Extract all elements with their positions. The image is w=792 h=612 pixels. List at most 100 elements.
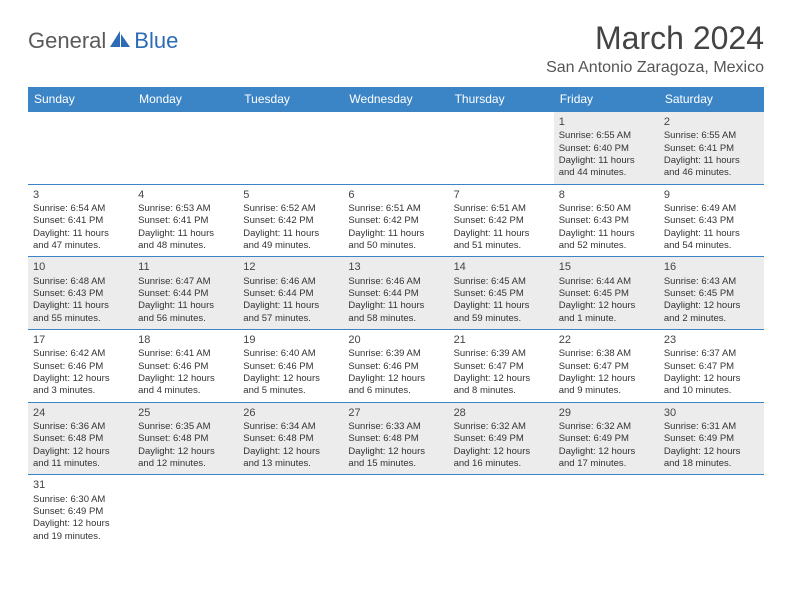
day-number: 4 [138, 188, 233, 202]
detail-line: Daylight: 11 hours [454, 300, 549, 312]
week-row: 31 Sunrise: 6:30 AMSunset: 6:49 PMDayligh… [28, 475, 764, 547]
day-details: Sunrise: 6:40 AMSunset: 6:46 PMDaylight:… [243, 348, 338, 397]
detail-line: Daylight: 12 hours [138, 446, 233, 458]
detail-line: and 16 minutes. [454, 458, 549, 470]
detail-line: Sunset: 6:47 PM [664, 361, 759, 373]
calendar-table: SundayMondayTuesdayWednesdayThursdayFrid… [28, 87, 764, 547]
detail-line: Sunrise: 6:47 AM [138, 276, 233, 288]
day-cell: 7Sunrise: 6:51 AMSunset: 6:42 PMDaylight… [449, 184, 554, 257]
weekday-header: Sunday [28, 87, 133, 112]
day-details: Sunrise: 6:51 AMSunset: 6:42 PMDaylight:… [454, 203, 549, 252]
day-cell [133, 112, 238, 185]
detail-line: Daylight: 12 hours [559, 373, 654, 385]
day-number: 28 [454, 406, 549, 420]
day-details: Sunrise: 6:31 AMSunset: 6:49 PMDaylight:… [664, 421, 759, 470]
day-cell: 11Sunrise: 6:47 AMSunset: 6:44 PMDayligh… [133, 257, 238, 330]
detail-line: Daylight: 11 hours [33, 228, 128, 240]
day-cell: 25Sunrise: 6:35 AMSunset: 6:48 PMDayligh… [133, 402, 238, 475]
detail-line: Daylight: 11 hours [243, 228, 338, 240]
detail-line: Sunrise: 6:54 AM [33, 203, 128, 215]
day-details: Sunrise: 6:30 AMSunset: 6:49 PMDaylight:… [33, 494, 128, 543]
detail-line: and 52 minutes. [559, 240, 654, 252]
detail-line: Sunset: 6:47 PM [454, 361, 549, 373]
day-cell: 21Sunrise: 6:39 AMSunset: 6:47 PMDayligh… [449, 330, 554, 403]
detail-line: Daylight: 11 hours [664, 155, 759, 167]
day-number: 29 [559, 406, 654, 420]
day-number: 13 [348, 260, 443, 274]
detail-line: Sunset: 6:48 PM [33, 433, 128, 445]
brand-logo: General Blue [28, 28, 178, 54]
day-number: 31 [33, 478, 128, 492]
detail-line: Sunset: 6:46 PM [243, 361, 338, 373]
day-details: Sunrise: 6:53 AMSunset: 6:41 PMDaylight:… [138, 203, 233, 252]
sail-icon [108, 29, 132, 54]
detail-line: Sunset: 6:49 PM [664, 433, 759, 445]
detail-line: Sunset: 6:48 PM [138, 433, 233, 445]
detail-line: Sunset: 6:42 PM [243, 215, 338, 227]
detail-line: and 49 minutes. [243, 240, 338, 252]
detail-line: Sunset: 6:48 PM [243, 433, 338, 445]
day-number: 3 [33, 188, 128, 202]
day-details: Sunrise: 6:55 AMSunset: 6:41 PMDaylight:… [664, 130, 759, 179]
detail-line: and 55 minutes. [33, 313, 128, 325]
detail-line: Daylight: 12 hours [454, 446, 549, 458]
detail-line: Sunrise: 6:32 AM [559, 421, 654, 433]
detail-line: Daylight: 12 hours [33, 518, 128, 530]
detail-line: Daylight: 12 hours [559, 300, 654, 312]
detail-line: Sunrise: 6:37 AM [664, 348, 759, 360]
detail-line: Sunrise: 6:39 AM [454, 348, 549, 360]
detail-line: Sunset: 6:41 PM [33, 215, 128, 227]
day-cell: 28Sunrise: 6:32 AMSunset: 6:49 PMDayligh… [449, 402, 554, 475]
detail-line: Sunrise: 6:41 AM [138, 348, 233, 360]
detail-line: and 56 minutes. [138, 313, 233, 325]
detail-line: and 5 minutes. [243, 385, 338, 397]
day-cell [449, 112, 554, 185]
detail-line: Sunset: 6:42 PM [348, 215, 443, 227]
detail-line: and 2 minutes. [664, 313, 759, 325]
day-details: Sunrise: 6:49 AMSunset: 6:43 PMDaylight:… [664, 203, 759, 252]
weekday-header: Wednesday [343, 87, 448, 112]
day-details: Sunrise: 6:47 AMSunset: 6:44 PMDaylight:… [138, 276, 233, 325]
brand-text-1: General [28, 28, 106, 54]
detail-line: Sunset: 6:46 PM [138, 361, 233, 373]
detail-line: Sunset: 6:48 PM [348, 433, 443, 445]
day-cell: 26Sunrise: 6:34 AMSunset: 6:48 PMDayligh… [238, 402, 343, 475]
detail-line: Sunrise: 6:44 AM [559, 276, 654, 288]
day-details: Sunrise: 6:50 AMSunset: 6:43 PMDaylight:… [559, 203, 654, 252]
day-cell: 17Sunrise: 6:42 AMSunset: 6:46 PMDayligh… [28, 330, 133, 403]
day-number: 5 [243, 188, 338, 202]
day-cell: 3Sunrise: 6:54 AMSunset: 6:41 PMDaylight… [28, 184, 133, 257]
detail-line: Sunrise: 6:40 AM [243, 348, 338, 360]
day-details: Sunrise: 6:44 AMSunset: 6:45 PMDaylight:… [559, 276, 654, 325]
day-number: 15 [559, 260, 654, 274]
detail-line: Sunset: 6:43 PM [33, 288, 128, 300]
detail-line: Sunrise: 6:30 AM [33, 494, 128, 506]
detail-line: Sunset: 6:45 PM [454, 288, 549, 300]
header: General Blue March 2024 San Antonio Zara… [28, 20, 764, 77]
day-cell: 29Sunrise: 6:32 AMSunset: 6:49 PMDayligh… [554, 402, 659, 475]
day-number: 2 [664, 115, 759, 129]
day-cell: 16Sunrise: 6:43 AMSunset: 6:45 PMDayligh… [659, 257, 764, 330]
day-details: Sunrise: 6:42 AMSunset: 6:46 PMDaylight:… [33, 348, 128, 397]
detail-line: Daylight: 11 hours [559, 155, 654, 167]
detail-line: Sunset: 6:41 PM [138, 215, 233, 227]
detail-line: and 18 minutes. [664, 458, 759, 470]
detail-line: Daylight: 11 hours [454, 228, 549, 240]
weekday-header: Thursday [449, 87, 554, 112]
detail-line: and 54 minutes. [664, 240, 759, 252]
detail-line: Daylight: 11 hours [559, 228, 654, 240]
detail-line: and 50 minutes. [348, 240, 443, 252]
detail-line: and 12 minutes. [138, 458, 233, 470]
day-details: Sunrise: 6:32 AMSunset: 6:49 PMDaylight:… [559, 421, 654, 470]
day-cell: 1Sunrise: 6:55 AMSunset: 6:40 PMDaylight… [554, 112, 659, 185]
detail-line: Daylight: 12 hours [454, 373, 549, 385]
detail-line: and 59 minutes. [454, 313, 549, 325]
detail-line: Sunrise: 6:34 AM [243, 421, 338, 433]
day-cell: 20Sunrise: 6:39 AMSunset: 6:46 PMDayligh… [343, 330, 448, 403]
day-cell: 14Sunrise: 6:45 AMSunset: 6:45 PMDayligh… [449, 257, 554, 330]
detail-line: Daylight: 12 hours [664, 300, 759, 312]
day-number: 22 [559, 333, 654, 347]
day-cell: 10Sunrise: 6:48 AMSunset: 6:43 PMDayligh… [28, 257, 133, 330]
weekday-header-row: SundayMondayTuesdayWednesdayThursdayFrid… [28, 87, 764, 112]
day-number: 8 [559, 188, 654, 202]
